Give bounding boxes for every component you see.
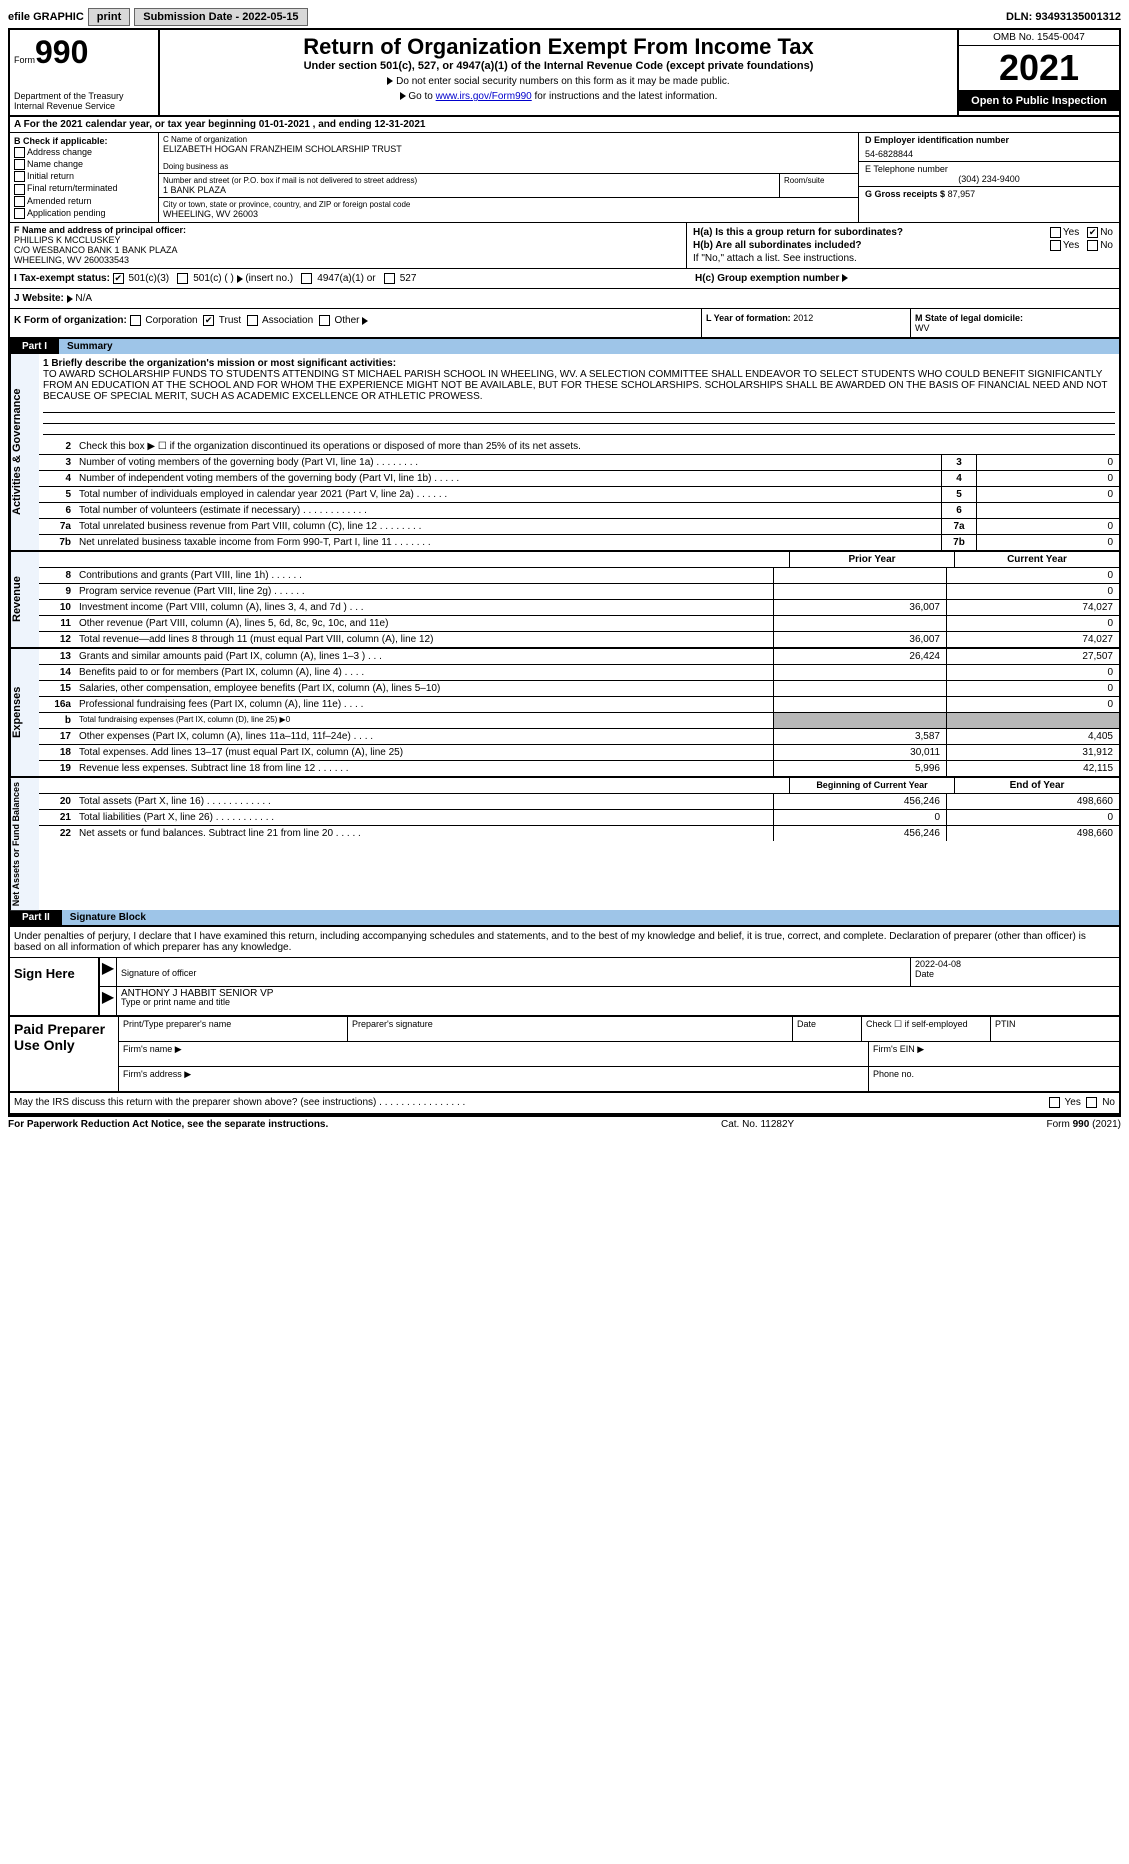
form-title: Return of Organization Exempt From Incom… [164, 34, 953, 60]
section-fh: F Name and address of principal officer:… [10, 223, 1119, 269]
expenses-section: Expenses 13Grants and similar amounts pa… [10, 649, 1119, 778]
footer: For Paperwork Reduction Act Notice, see … [8, 1117, 1121, 1132]
form-number: 990 [35, 34, 88, 70]
activities-section: Activities & Governance 1 Briefly descri… [10, 354, 1119, 552]
mission-block: 1 Briefly describe the organization's mi… [39, 354, 1119, 439]
form-990: Form990 Department of the Treasury Inter… [8, 28, 1121, 1117]
discuss-row: May the IRS discuss this return with the… [10, 1093, 1119, 1114]
netassets-section: Net Assets or Fund Balances Beginning of… [10, 778, 1119, 910]
check-icon [113, 273, 124, 284]
submission-box: Submission Date - 2022-05-15 [134, 8, 307, 26]
col-b: B Check if applicable: Address change Na… [10, 133, 159, 222]
header-left: Form990 Department of the Treasury Inter… [10, 30, 160, 115]
col-f: F Name and address of principal officer:… [10, 223, 687, 268]
sig-intro: Under penalties of perjury, I declare th… [10, 925, 1119, 957]
paid-preparer: Paid Preparer Use Only Print/Type prepar… [10, 1015, 1119, 1093]
org-name: ELIZABETH HOGAN FRANZHEIM SCHOLARSHIP TR… [163, 144, 854, 154]
row-i: I Tax-exempt status: 501(c)(3) 501(c) ( … [10, 269, 1119, 289]
dln: DLN: 93493135001312 [1006, 11, 1121, 23]
section-bcd: B Check if applicable: Address change Na… [10, 133, 1119, 223]
top-bar: efile GRAPHIC print Submission Date - 20… [8, 8, 1121, 26]
irs-link[interactable]: www.irs.gov/Form990 [436, 91, 532, 102]
sign-here: Sign Here ▶ Signature of officer 2022-04… [10, 957, 1119, 1015]
col-c: C Name of organization ELIZABETH HOGAN F… [159, 133, 858, 222]
print-button[interactable]: print [88, 8, 130, 26]
header-center: Return of Organization Exempt From Incom… [160, 30, 957, 115]
part1-header: Part I Summary [10, 339, 1119, 354]
row-a: A For the 2021 calendar year, or tax yea… [10, 117, 1119, 133]
part2-header: Part II Signature Block [10, 910, 1119, 925]
col-d: D Employer identification number 54-6828… [858, 133, 1119, 222]
check-icon [1087, 227, 1098, 238]
tax-year: 2021 [959, 46, 1119, 91]
efile-label: efile GRAPHIC [8, 11, 84, 23]
form-header: Form990 Department of the Treasury Inter… [10, 30, 1119, 117]
ein: 54-6828844 [865, 149, 1113, 159]
arrow-icon: ▶ [100, 958, 117, 986]
row-kl: K Form of organization: Corporation Trus… [10, 309, 1119, 339]
header-right: OMB No. 1545-0047 2021 Open to Public In… [957, 30, 1119, 115]
revenue-section: Revenue Prior YearCurrent Year 8Contribu… [10, 552, 1119, 649]
col-h: H(a) Is this a group return for subordin… [687, 223, 1119, 268]
check-icon [203, 315, 214, 326]
row-j: J Website: N/A [10, 289, 1119, 309]
arrow-icon: ▶ [100, 987, 117, 1015]
